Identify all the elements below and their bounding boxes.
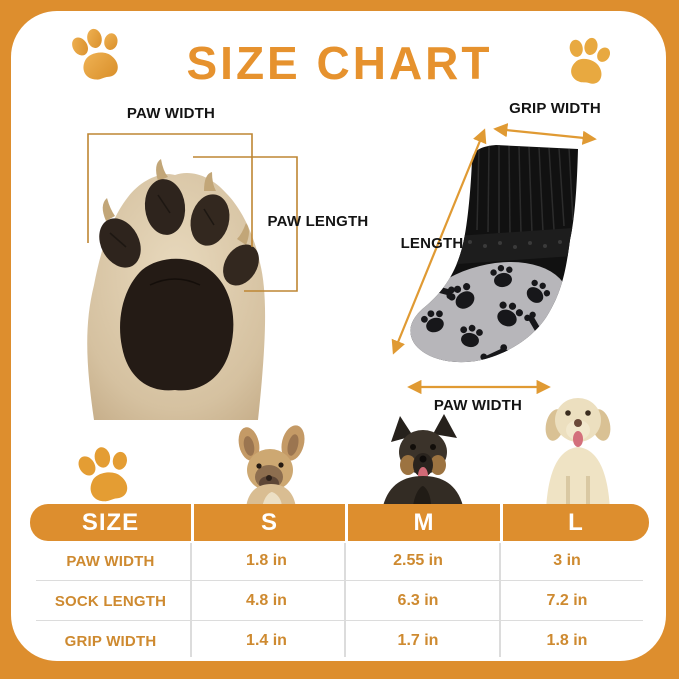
size-table-header: SIZE S M L: [30, 504, 649, 541]
paw-width-label: PAW WIDTH: [126, 105, 216, 122]
dog-sock-photo: [410, 145, 578, 363]
grip-width-label: GRIP WIDTH: [509, 100, 601, 117]
sock-length-s-value: 4.8 in: [246, 592, 287, 609]
sock-paw-width-label: PAW WIDTH: [433, 397, 523, 414]
size-table-header-size: SIZE: [81, 509, 140, 536]
row-label-grip-width: GRIP WIDTH: [64, 632, 157, 650]
medium-dog-photo: [383, 414, 463, 506]
size-table-header-l: L: [500, 504, 649, 541]
paw-width-m-value: 2.55 in: [393, 552, 443, 569]
row-label-paw-width: PAW WIDTH: [66, 552, 155, 570]
column-divider: [499, 543, 501, 657]
paw-print-icon: [72, 28, 118, 80]
paw-width-l-value: 3 in: [553, 552, 581, 569]
grip-width-l-value: 1.8 in: [546, 632, 588, 649]
paw-width-s-value: 1.8 in: [246, 552, 287, 569]
grip-width-s-value: 1.4 in: [246, 632, 287, 649]
table-row: SOCK LENGTH 4.8 in 6.3 in 7.2 in: [30, 581, 649, 621]
table-row: PAW WIDTH 1.8 in 2.55 in 3 in: [30, 541, 649, 581]
paw-length-label: PAW LENGTH: [267, 213, 369, 230]
table-row: GRIP WIDTH 1.4 in 1.7 in 1.8 in: [30, 621, 649, 661]
paw-print-icon: [78, 447, 128, 502]
large-dog-photo: [545, 398, 611, 510]
row-divider: [36, 620, 643, 621]
sock-length-m-value: 6.3 in: [397, 592, 439, 609]
row-divider: [36, 580, 643, 581]
row-label-sock-length: SOCK LENGTH: [54, 592, 167, 610]
size-table-header-s: S: [191, 504, 345, 541]
grip-width-m-value: 1.7 in: [397, 632, 439, 649]
page-title: SIZE CHART: [186, 37, 493, 89]
column-divider: [344, 543, 346, 657]
sock-length-l-value: 7.2 in: [546, 592, 588, 609]
paw-print-icon: [569, 37, 611, 84]
dog-paw-photo: [87, 159, 266, 420]
small-dog-photo: [238, 425, 305, 508]
size-table-header-m: M: [345, 504, 500, 541]
length-label: LENGTH: [400, 235, 464, 252]
column-divider: [190, 543, 192, 657]
